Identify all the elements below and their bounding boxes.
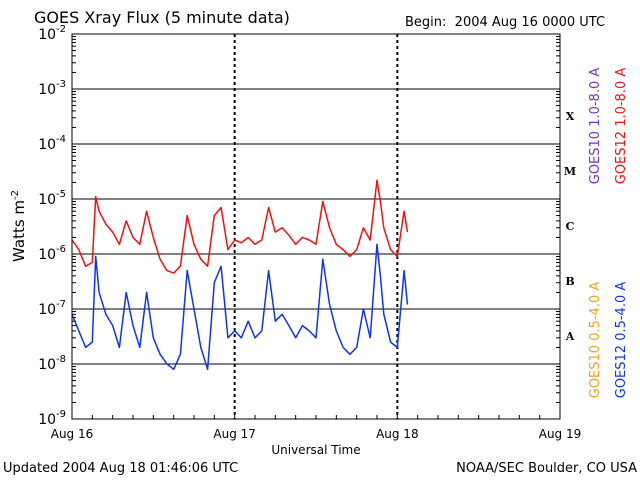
y-tick-exponent: -3 <box>56 79 66 90</box>
data-source: NOAA/SEC Boulder, CO USA <box>456 461 637 476</box>
y-tick-base: 10 <box>38 302 56 318</box>
y-tick-label: 10-3 <box>38 79 66 98</box>
y-tick-base: 10 <box>38 137 56 153</box>
y-tick-exponent: -9 <box>56 409 66 420</box>
y-tick-label: 10-5 <box>38 189 66 208</box>
y-tick-exponent: -2 <box>56 24 66 35</box>
chart-title: GOES Xray Flux (5 minute data) <box>34 8 290 27</box>
y-tick-base: 10 <box>38 412 56 428</box>
begin-label: Begin: <box>405 15 447 30</box>
y-tick-base: 10 <box>38 82 56 98</box>
x-axis-label: Universal Time <box>271 443 360 457</box>
flare-class-c: C <box>566 220 575 233</box>
x-tick-label: Aug 18 <box>376 427 419 441</box>
legend-goes10-0-5-4-0-a: GOES10 0.5-4.0 A <box>588 282 603 399</box>
y-tick-base: 10 <box>38 247 56 263</box>
flare-class-x: X <box>566 110 575 123</box>
y-axis-label-text: Watts m <box>10 200 28 262</box>
updated-timestamp: Updated 2004 Aug 18 01:46:06 UTC <box>3 461 239 476</box>
legend-goes12-0-5-4-0-a: GOES12 0.5-4.0 A <box>614 282 629 399</box>
legend-goes10-1-0-8-0-a: GOES10 1.0-8.0 A <box>588 68 603 185</box>
flare-class-a: A <box>565 330 575 343</box>
y-tick-base: 10 <box>38 27 56 43</box>
plot-frame <box>71 33 561 420</box>
series-goes12-1-0-8-0-a <box>71 179 409 274</box>
x-tick-labels: Aug 16 Aug 17 Aug 18 Aug 19 <box>51 427 582 441</box>
y-tick-exponent: -7 <box>56 299 66 310</box>
legend-goes12-1-0-8-0-a: GOES12 1.0-8.0 A <box>614 68 629 185</box>
series-layer <box>71 179 409 371</box>
grid-layer <box>72 34 560 419</box>
y-tick-label: 10-4 <box>38 134 66 153</box>
x-tick-label: Aug 19 <box>539 427 582 441</box>
y-axis-label: Watts m-2 <box>10 190 28 262</box>
flare-class-b: B <box>565 275 574 288</box>
begin-date: 2004 Aug 16 0000 UTC <box>454 15 606 30</box>
legend: GOES10 1.0-8.0 A GOES12 1.0-8.0 A GOES10 0… <box>588 68 629 399</box>
series-goes12-0-5-4-0-a <box>71 243 409 371</box>
y-tick-labels: 10-910-810-710-610-510-410-310-2 <box>38 24 66 428</box>
begin-info: Begin: 2004 Aug 16 0000 UTC <box>405 15 605 31</box>
y-tick-label: 10-2 <box>38 24 66 43</box>
x-tick-label: Aug 16 <box>51 427 94 441</box>
y-tick-base: 10 <box>38 357 56 373</box>
y-tick-exponent: -6 <box>56 244 66 255</box>
x-tick-label: Aug 17 <box>213 427 256 441</box>
y-tick-exponent: -8 <box>56 354 66 365</box>
y-tick-label: 10-9 <box>38 409 66 428</box>
y-tick-label: 10-6 <box>38 244 66 263</box>
y-tick-label: 10-7 <box>38 299 66 318</box>
y-tick-exponent: -4 <box>56 134 66 145</box>
flare-class-labels: X M C B A <box>564 110 576 343</box>
y-tick-base: 10 <box>38 192 56 208</box>
flare-class-m: M <box>564 165 576 178</box>
y-tick-label: 10-8 <box>38 354 66 373</box>
y-tick-exponent: -5 <box>56 189 66 200</box>
y-axis-label-exponent: -2 <box>10 190 21 200</box>
